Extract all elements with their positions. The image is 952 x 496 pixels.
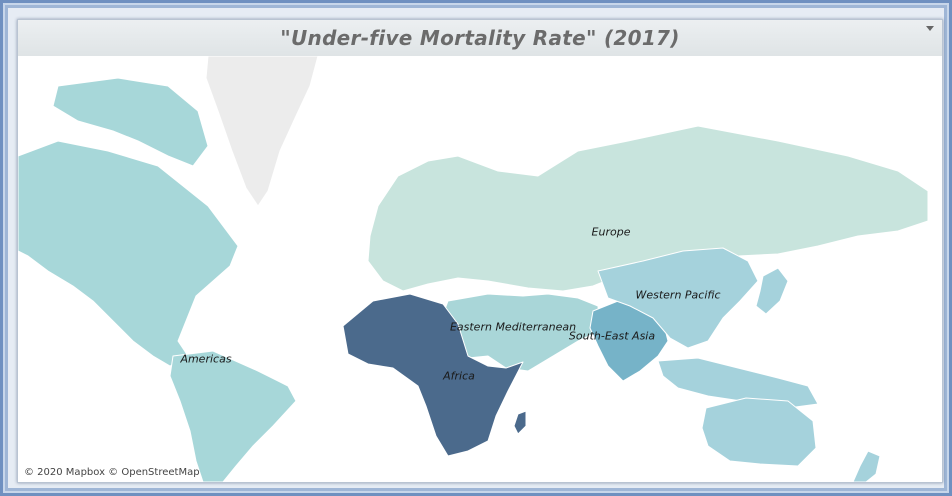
western-pacific-new-zealand-shape <box>852 450 881 482</box>
title-bar: "Under-five Mortality Rate" (2017) <box>18 20 942 57</box>
americas-south-shape <box>169 350 297 482</box>
africa-madagascar-shape <box>513 410 527 435</box>
americas-north-shape <box>18 140 239 367</box>
region-label-europe: Europe <box>591 225 631 239</box>
world-map[interactable]: Europe Western Pacific Eastern Mediterra… <box>18 56 942 482</box>
region-label-south-east-asia: South-East Asia <box>568 329 656 343</box>
map-canvas <box>18 56 929 482</box>
europe-shape <box>367 125 929 292</box>
western-pacific-japan-shape <box>755 267 789 315</box>
western-pacific-islands-shape <box>657 357 819 409</box>
western-pacific-china-shape <box>597 247 759 349</box>
americas-arctic-islands-shape <box>52 77 209 167</box>
region-label-africa: Africa <box>443 369 475 383</box>
map-panel: "Under-five Mortality Rate" (2017) <box>17 19 943 483</box>
western-pacific-australia-shape <box>701 397 817 467</box>
page-title: "Under-five Mortality Rate" (2017) <box>280 26 680 50</box>
region-label-eastern-mediterranean: Eastern Mediterranean <box>449 320 577 334</box>
region-label-western-pacific: Western Pacific <box>635 288 721 302</box>
map-attribution[interactable]: © 2020 Mapbox © OpenStreetMap <box>24 467 200 478</box>
africa-shape <box>342 293 524 457</box>
region-label-americas: Americas <box>180 352 232 366</box>
panel-menu-icon[interactable] <box>926 26 934 31</box>
greenland-shape <box>205 56 319 207</box>
